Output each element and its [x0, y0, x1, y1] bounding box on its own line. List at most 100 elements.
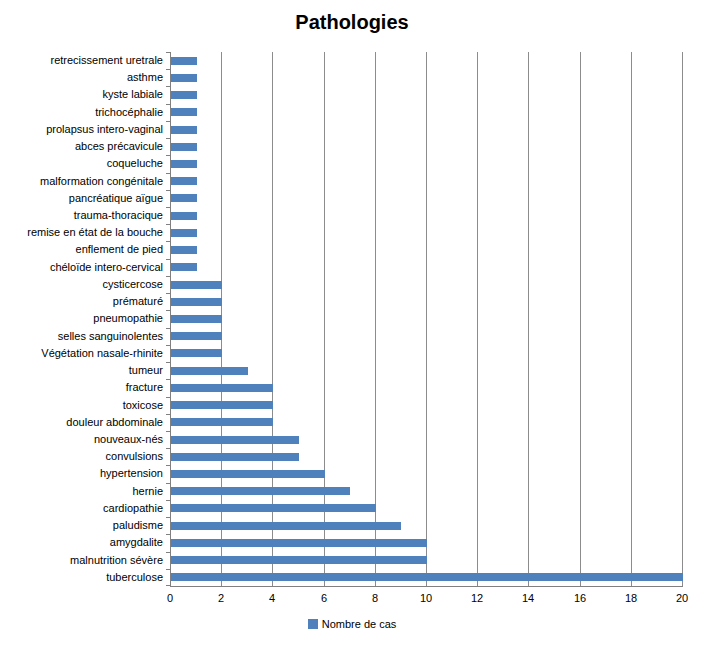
y-axis-tick [166, 585, 171, 586]
category-label: selles sanguinolentes [58, 328, 163, 345]
bar [171, 384, 273, 392]
bar [171, 281, 222, 289]
x-axis-label: 4 [252, 592, 292, 604]
y-axis-tick [166, 86, 171, 87]
category-label: abces précavicule [75, 138, 163, 155]
y-axis-tick [166, 259, 171, 260]
category-label: malnutrition sévère [70, 552, 163, 569]
bar [171, 367, 248, 375]
x-axis-label: 14 [508, 592, 548, 604]
x-axis-label: 18 [611, 592, 651, 604]
gridline [426, 52, 427, 586]
bar [171, 401, 273, 409]
y-axis-tick [166, 448, 171, 449]
x-axis-label: 16 [560, 592, 600, 604]
category-label: amygdalite [110, 534, 163, 551]
x-axis-label: 8 [355, 592, 395, 604]
y-axis-tick [166, 397, 171, 398]
bar [171, 315, 222, 323]
gridline [631, 52, 632, 586]
bar [171, 57, 197, 65]
category-label: malformation congénitale [40, 173, 163, 190]
category-label: Végétation nasale-rhinite [41, 345, 163, 362]
bar [171, 504, 376, 512]
y-axis-tick [166, 345, 171, 346]
y-axis-tick [166, 379, 171, 380]
x-axis-label: 20 [662, 592, 702, 604]
bar [171, 539, 427, 547]
category-label: pneumopathie [93, 310, 163, 327]
bar [171, 91, 197, 99]
y-axis-tick [166, 241, 171, 242]
y-axis-tick [166, 483, 171, 484]
category-label: nouveaux-nés [94, 431, 163, 448]
category-label: hernie [132, 483, 163, 500]
bar [171, 177, 197, 185]
category-label: coqueluche [107, 155, 163, 172]
bar [171, 453, 299, 461]
gridline [477, 52, 478, 586]
bar [171, 229, 197, 237]
category-label: tuberculose [106, 569, 163, 586]
category-label: prématuré [113, 293, 163, 310]
x-axis-label: 10 [406, 592, 446, 604]
category-axis-labels: retrecissement uretraleasthmekyste labia… [0, 52, 170, 586]
y-axis-tick [166, 276, 171, 277]
y-axis-tick [166, 69, 171, 70]
bar [171, 160, 197, 168]
category-label: asthme [127, 69, 163, 86]
y-axis-tick [166, 224, 171, 225]
bar [171, 556, 427, 564]
x-axis-label: 0 [150, 592, 190, 604]
bar [171, 470, 325, 478]
y-axis-tick [166, 104, 171, 105]
y-axis-tick [166, 190, 171, 191]
x-axis-label: 2 [201, 592, 241, 604]
category-label: paludisme [113, 517, 163, 534]
bar [171, 487, 350, 495]
bar [171, 573, 683, 581]
bar [171, 143, 197, 151]
y-axis-tick [166, 173, 171, 174]
bar [171, 212, 197, 220]
bar [171, 436, 299, 444]
bar [171, 522, 401, 530]
category-label: fracture [126, 379, 163, 396]
y-axis-tick [166, 431, 171, 432]
legend: Nombre de cas [0, 618, 704, 630]
legend-label: Nombre de cas [322, 618, 397, 630]
x-axis-label: 12 [457, 592, 497, 604]
gridline [528, 52, 529, 586]
category-label: prolapsus intero-vaginal [46, 121, 163, 138]
y-axis-tick [166, 517, 171, 518]
y-axis-tick [166, 569, 171, 570]
bar [171, 246, 197, 254]
bar [171, 263, 197, 271]
x-axis-label: 6 [304, 592, 344, 604]
y-axis-tick [166, 138, 171, 139]
category-label: toxicose [123, 397, 163, 414]
plot-area [170, 52, 683, 587]
chart-canvas: Pathologies retrecissement uretraleasthm… [0, 0, 704, 645]
y-axis-tick [166, 293, 171, 294]
bar [171, 74, 197, 82]
y-axis-tick [166, 121, 171, 122]
bar [171, 108, 197, 116]
y-axis-tick [166, 534, 171, 535]
y-axis-tick [166, 52, 171, 53]
category-label: remise en état de la bouche [27, 224, 163, 241]
y-axis-tick [166, 155, 171, 156]
bar [171, 194, 197, 202]
category-label: trichocéphalie [95, 104, 163, 121]
category-label: convulsions [106, 448, 163, 465]
y-axis-tick [166, 552, 171, 553]
category-label: hypertension [100, 465, 163, 482]
category-label: enflement de pied [76, 241, 163, 258]
category-label: cysticercose [102, 276, 163, 293]
y-axis-tick [166, 310, 171, 311]
chart-title: Pathologies [0, 11, 704, 34]
category-label: kyste labiale [102, 86, 163, 103]
y-axis-tick [166, 362, 171, 363]
category-label: chéloïde intero-cervical [50, 259, 163, 276]
legend-swatch-icon [308, 619, 318, 629]
